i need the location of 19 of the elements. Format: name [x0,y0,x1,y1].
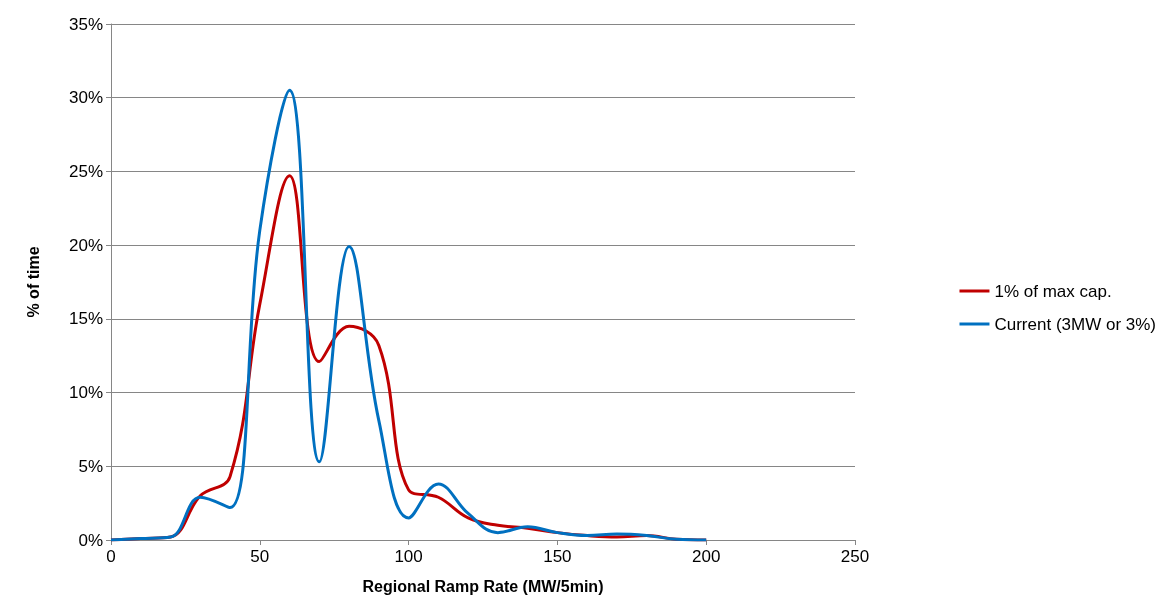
y-tick-label: 0% [78,530,103,550]
legend-label: 1% of max cap. [994,281,1112,301]
x-tick-label: 50 [250,547,270,566]
x-tick-label: 0 [106,547,116,566]
x-tick-label: 150 [543,547,572,566]
x-tick-label: 100 [394,547,423,566]
x-tick-label: 250 [840,547,870,566]
y-tick-label: 25% [68,161,103,181]
line-series [109,88,708,542]
x-axis-title: Regional Ramp Rate (MW/5min) [362,577,604,595]
y-tick-label: 20% [68,235,103,255]
y-tick-label: 30% [68,88,103,108]
y-tick-label: 10% [68,383,103,403]
y-tick-label: 15% [68,309,103,329]
y-tick-label: 35% [68,14,103,34]
legend-label: Current (3MW or 3%) [994,314,1157,334]
x-tick-label: 200 [692,547,721,566]
y-axis-title: % of time [24,246,42,318]
y-tick-label: 5% [78,456,103,476]
